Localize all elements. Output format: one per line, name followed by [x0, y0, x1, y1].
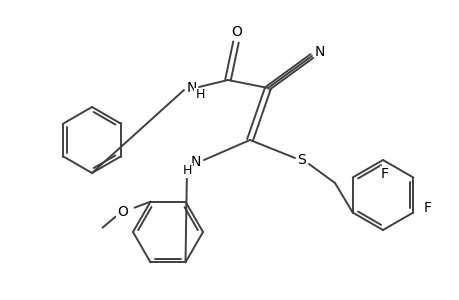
Text: N: N [314, 45, 325, 59]
Text: H: H [195, 88, 204, 101]
Text: O: O [231, 25, 242, 39]
Text: N: N [186, 81, 197, 95]
Text: N: N [190, 155, 201, 169]
Text: H: H [182, 164, 191, 176]
Text: O: O [117, 205, 128, 219]
Text: F: F [422, 202, 431, 215]
Text: F: F [380, 167, 388, 181]
Text: S: S [297, 153, 306, 167]
